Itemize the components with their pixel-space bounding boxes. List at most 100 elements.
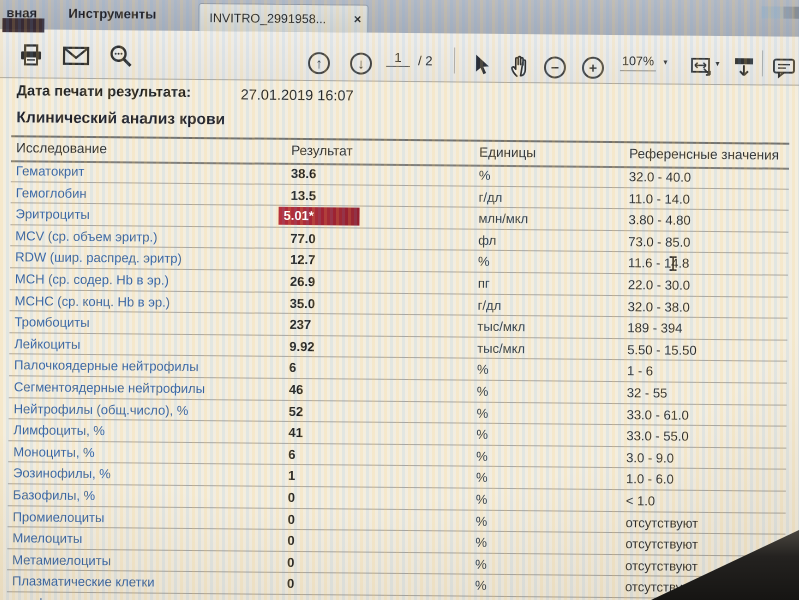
row-reference: 22.0 - 30.0 bbox=[627, 277, 691, 293]
comment-button[interactable] bbox=[772, 51, 796, 85]
close-icon[interactable]: × bbox=[353, 11, 362, 27]
row-reference: 33.0 - 61.0 bbox=[626, 406, 689, 423]
row-name: MCV (ср. объем эритр.) bbox=[15, 228, 158, 245]
row-name: Сегментоядерные нейтрофилы bbox=[13, 379, 206, 397]
row-unit: тыс/мкл bbox=[477, 318, 526, 335]
row-name: MCH (ср. содер. Hb в эр.) bbox=[14, 271, 169, 288]
row-unit: % bbox=[476, 448, 488, 464]
screen-artifact-corner bbox=[761, 6, 799, 19]
row-name: Гематокрит bbox=[15, 163, 85, 179]
page-number-box bbox=[385, 48, 412, 68]
row-name: Лимфоциты, % bbox=[13, 422, 105, 439]
row-unit: пг bbox=[477, 275, 490, 291]
row-result: 46 bbox=[288, 381, 304, 397]
header-reference: Референсные значения bbox=[629, 146, 780, 163]
screen-artifact-dark bbox=[2, 18, 45, 33]
print-icon bbox=[21, 44, 42, 66]
row-result: 77.0 bbox=[290, 230, 316, 246]
page-scrolling-icon bbox=[735, 58, 754, 76]
row-reference: 73.0 - 85.0 bbox=[628, 233, 691, 250]
row-result: 52 bbox=[288, 403, 304, 419]
row-result: 38.6 bbox=[290, 165, 317, 182]
row-unit: г/дл bbox=[478, 189, 503, 205]
row-result: 6 bbox=[288, 446, 296, 462]
row-reference: 5.50 - 15.50 bbox=[627, 341, 697, 358]
previous-page-button[interactable]: ↑ bbox=[307, 46, 331, 80]
tab-tools[interactable]: Инструменты bbox=[68, 5, 157, 22]
header-study: Исследование bbox=[16, 140, 107, 157]
search-icon bbox=[110, 45, 132, 67]
text-cursor-icon bbox=[669, 256, 677, 271]
row-name: MCHC (ср. конц. Hb в эр.) bbox=[14, 292, 171, 310]
toolbar-separator bbox=[761, 50, 764, 77]
row-name: Лейкоциты bbox=[14, 336, 81, 352]
zoom-in-button[interactable]: + bbox=[581, 51, 605, 85]
row-name: RDW (шир. распред. эритр) bbox=[15, 249, 182, 267]
row-reference: 1.0 - 6.0 bbox=[625, 471, 674, 487]
row-reference: 11.0 - 14.0 bbox=[628, 190, 690, 207]
row-unit: % bbox=[475, 491, 488, 507]
row-result: 26.9 bbox=[289, 273, 316, 290]
row-result: 0 bbox=[287, 532, 295, 549]
row-name: Моноциты, % bbox=[13, 443, 95, 460]
row-unit: % bbox=[475, 513, 488, 529]
row-name: Миелоциты bbox=[12, 530, 83, 547]
row-name: Палочкоядерные нейтрофилы bbox=[14, 357, 199, 375]
row-unit: млн/мкл bbox=[478, 210, 529, 227]
row-result: 237 bbox=[289, 317, 312, 333]
row-result: 41 bbox=[288, 425, 303, 441]
row-name: Метамиелоциты bbox=[12, 551, 112, 568]
row-name: Нейтрофилы (общ.число), % bbox=[13, 400, 189, 418]
select-tool-button[interactable] bbox=[474, 48, 490, 82]
toolbar-separator bbox=[453, 47, 456, 74]
page-number-input[interactable] bbox=[385, 48, 411, 68]
zoom-level-dropdown[interactable]: 107% ▼ bbox=[619, 54, 669, 72]
next-page-button[interactable]: ↓ bbox=[349, 46, 373, 80]
row-name: Тромбоциты bbox=[14, 314, 90, 331]
row-unit: % bbox=[476, 362, 489, 378]
row-unit: г/дл bbox=[477, 297, 502, 313]
arrow-up-icon: ↑ bbox=[307, 52, 331, 75]
row-reference: 32.0 - 40.0 bbox=[628, 169, 692, 185]
row-result: 0 bbox=[287, 554, 295, 570]
row-result: 13.5 bbox=[290, 187, 317, 203]
row-unit: % bbox=[476, 426, 489, 442]
chevron-down-icon[interactable]: ▼ bbox=[713, 60, 721, 69]
row-result: 12.7 bbox=[290, 252, 316, 268]
row-reference: < 1.0 bbox=[625, 493, 656, 509]
zoom-out-button[interactable]: − bbox=[543, 50, 567, 84]
row-result: 0 bbox=[287, 489, 296, 505]
row-unit: % bbox=[476, 383, 489, 399]
row-reference: 32 - 55 bbox=[626, 385, 668, 401]
print-button[interactable] bbox=[18, 38, 44, 72]
row-unit: % bbox=[474, 577, 487, 594]
tab-document-label: INVITRO_2991958... bbox=[209, 10, 327, 26]
hand-tool-button[interactable] bbox=[508, 48, 532, 82]
fit-width-icon bbox=[691, 57, 711, 76]
zoom-level-value: 107% bbox=[619, 54, 657, 72]
row-reference: 1 - 6 bbox=[626, 363, 654, 379]
tab-document-invitro[interactable]: INVITRO_2991958... × bbox=[198, 3, 369, 33]
row-name: Промиелоциты bbox=[12, 508, 105, 525]
row-result: 6 bbox=[288, 360, 297, 376]
row-name: Эритроциты bbox=[15, 206, 90, 223]
minus-icon: − bbox=[543, 56, 567, 79]
row-result: 0 bbox=[286, 576, 295, 592]
row-reference: 11.6 - 14.8 bbox=[628, 255, 690, 272]
search-button[interactable] bbox=[108, 39, 134, 73]
results-rows: Гематокрит 38.6 % 32.0 - 40.0 Гемоглобин… bbox=[0, 160, 799, 600]
plus-icon: + bbox=[581, 56, 605, 79]
row-unit: % bbox=[475, 470, 488, 486]
scrolling-mode-button[interactable] bbox=[732, 50, 756, 84]
arrow-down-icon: ↓ bbox=[349, 52, 373, 75]
page-fit-button[interactable] bbox=[690, 50, 714, 84]
row-unit: % bbox=[478, 254, 490, 270]
email-button[interactable] bbox=[62, 39, 90, 73]
row-name: Плазматические клетки bbox=[11, 573, 155, 590]
row-unit: фл bbox=[478, 232, 497, 248]
row-reference: отсутствуют bbox=[625, 536, 699, 552]
header-units: Единицы bbox=[479, 144, 537, 161]
cursor-icon bbox=[475, 54, 489, 75]
